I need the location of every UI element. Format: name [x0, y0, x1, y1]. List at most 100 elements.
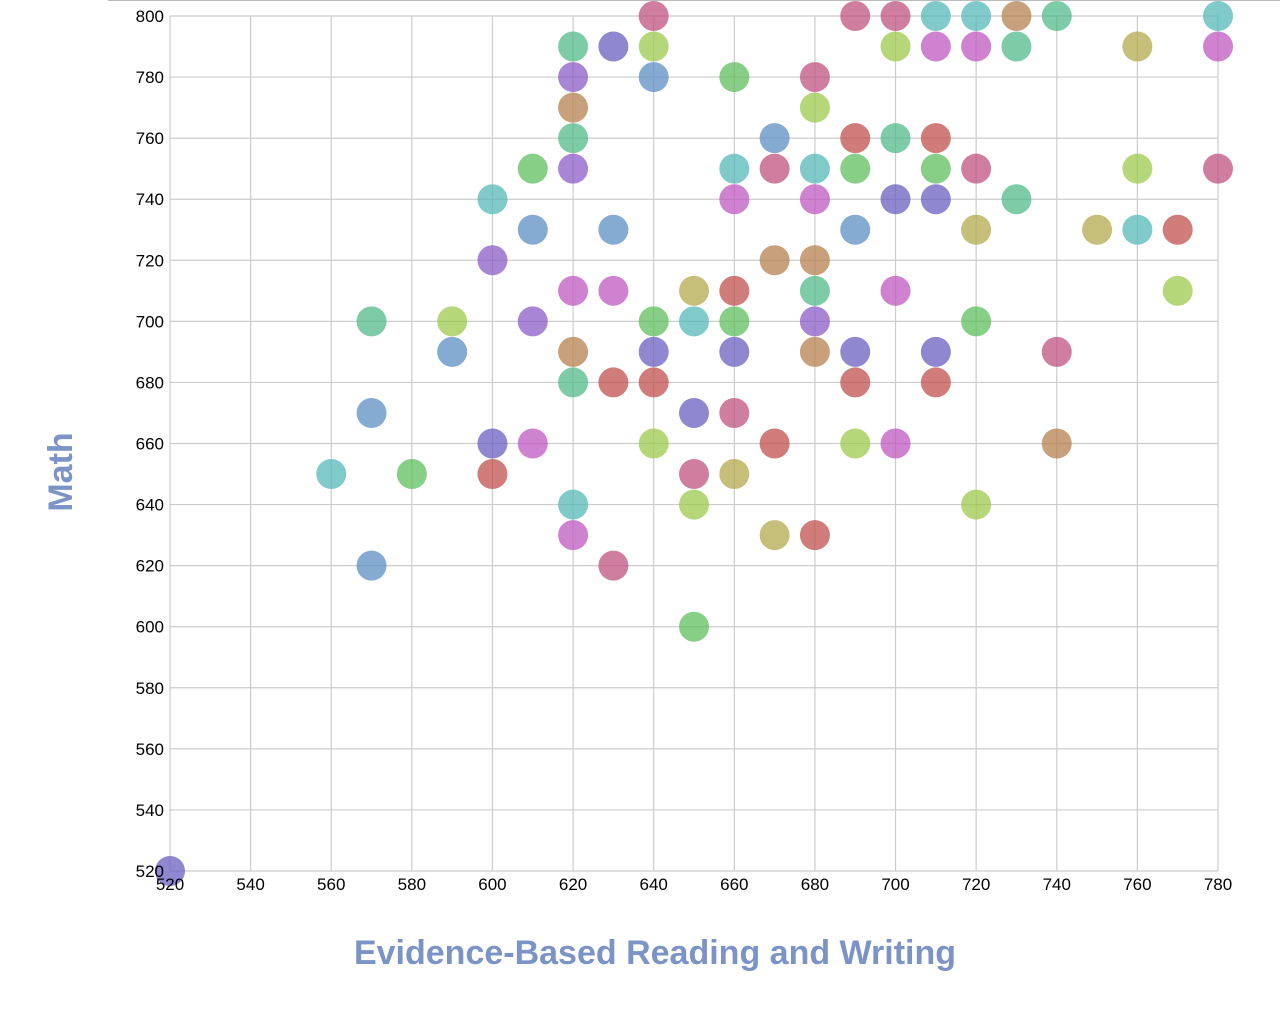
data-point [356, 397, 387, 428]
data-point [961, 1, 992, 31]
data-point [719, 459, 750, 490]
data-point [638, 306, 669, 337]
data-point [799, 245, 830, 276]
data-point [356, 550, 387, 581]
data-point [799, 275, 830, 306]
data-point [598, 550, 629, 581]
data-point [880, 184, 911, 215]
data-point [1162, 214, 1193, 245]
data-point [517, 153, 548, 184]
x-tick-label: 720 [962, 875, 990, 894]
data-point [638, 367, 669, 398]
data-point [477, 428, 508, 459]
y-tick-label: 780 [136, 68, 164, 87]
data-point [477, 184, 508, 215]
data-point [719, 184, 750, 215]
data-point [598, 367, 629, 398]
y-tick-label: 660 [136, 435, 164, 454]
x-tick-label: 540 [236, 875, 264, 894]
y-tick-label: 640 [136, 496, 164, 515]
data-point [961, 489, 992, 520]
data-point [517, 428, 548, 459]
data-point [1001, 184, 1032, 215]
data-point [1122, 153, 1153, 184]
data-point [961, 31, 992, 62]
x-tick-label: 680 [801, 875, 829, 894]
y-tick-label: 700 [136, 312, 164, 331]
data-point [719, 336, 750, 367]
data-point [558, 520, 589, 551]
data-point [558, 31, 589, 62]
data-point [558, 123, 589, 154]
data-point [920, 123, 951, 154]
data-point [719, 62, 750, 93]
x-tick-label: 560 [317, 875, 345, 894]
y-tick-label: 800 [136, 7, 164, 26]
data-point [799, 336, 830, 367]
grid [169, 15, 1219, 872]
data-point [920, 1, 951, 31]
data-point [840, 336, 871, 367]
data-point [558, 153, 589, 184]
data-point [920, 336, 951, 367]
data-point [799, 520, 830, 551]
data-point [1041, 336, 1072, 367]
x-tick-label: 580 [398, 875, 426, 894]
y-tick-label: 560 [136, 740, 164, 759]
y-tick-label: 580 [136, 679, 164, 698]
data-point [558, 336, 589, 367]
data-point [558, 275, 589, 306]
data-point [719, 275, 750, 306]
data-point [799, 184, 830, 215]
data-point [598, 31, 629, 62]
x-tick-label: 740 [1043, 875, 1071, 894]
data-point [799, 62, 830, 93]
data-point [1082, 214, 1113, 245]
data-point [759, 123, 790, 154]
data-point [759, 520, 790, 551]
x-tick-label: 640 [640, 875, 668, 894]
y-tick-label: 740 [136, 190, 164, 209]
data-point [155, 856, 185, 886]
data-point [396, 459, 427, 490]
data-point [517, 214, 548, 245]
data-points [155, 1, 1233, 886]
data-point [1203, 31, 1233, 62]
data-point [1001, 1, 1032, 31]
data-point [961, 214, 992, 245]
data-point [679, 459, 709, 490]
data-point [558, 489, 589, 520]
y-tick-label: 680 [136, 373, 164, 392]
data-point [799, 92, 830, 123]
data-point [961, 153, 992, 184]
data-point [920, 184, 951, 215]
data-point [316, 459, 347, 490]
y-tick-label: 540 [136, 801, 164, 820]
data-point [356, 306, 387, 337]
data-point [719, 153, 750, 184]
data-point [840, 428, 871, 459]
data-point [638, 31, 669, 62]
data-point [759, 428, 790, 459]
data-point [719, 306, 750, 337]
y-tick-label: 620 [136, 557, 164, 576]
data-point [638, 62, 669, 93]
x-axis-tick-labels: 520 540 560 580 600 620 640 660 680 700 720 740 760 7… [156, 875, 1232, 894]
data-point [679, 397, 709, 428]
data-point [799, 306, 830, 337]
data-point [638, 428, 669, 459]
data-point [679, 611, 709, 642]
data-point [840, 1, 871, 31]
data-point [1041, 428, 1072, 459]
data-point [840, 214, 871, 245]
data-point [719, 397, 750, 428]
data-point [1122, 214, 1153, 245]
data-point [799, 153, 830, 184]
data-point [880, 428, 911, 459]
data-point [1041, 1, 1072, 31]
data-point [880, 275, 911, 306]
y-axis-tick-labels: 520 540 560 580 600 620 640 660 680 700 720 740 760 7… [136, 7, 164, 881]
data-point [1162, 275, 1193, 306]
y-tick-label: 600 [136, 618, 164, 637]
